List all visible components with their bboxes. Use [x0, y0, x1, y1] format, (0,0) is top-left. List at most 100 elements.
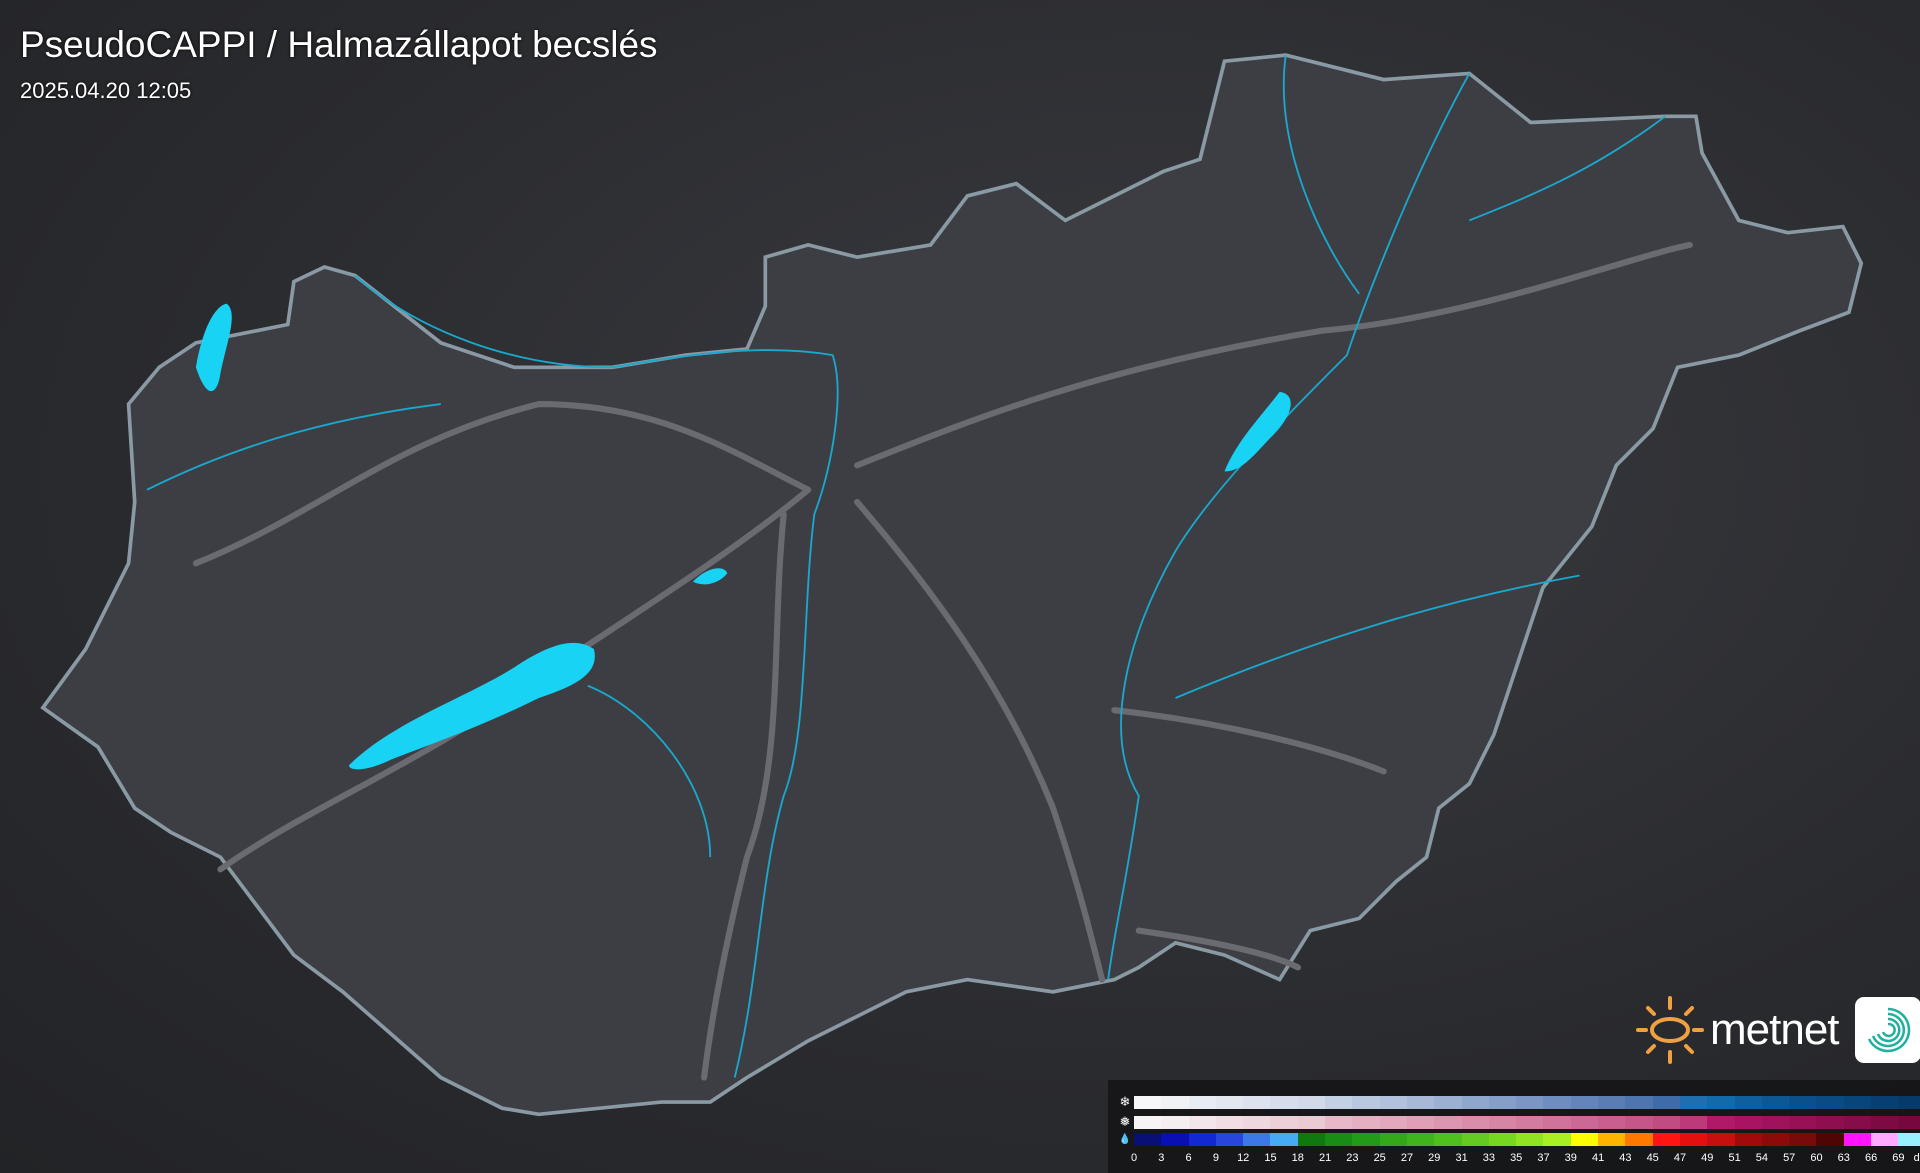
rain-swatch	[1161, 1133, 1189, 1146]
metnet-logo[interactable]: metnet	[1636, 996, 1920, 1064]
snow-swatch	[1679, 1095, 1708, 1109]
snow-swatch	[1570, 1095, 1599, 1109]
snow-swatch	[1325, 1095, 1353, 1109]
rain-swatch	[1570, 1133, 1599, 1146]
danube-river	[354, 274, 839, 1078]
rain-swatch	[1652, 1133, 1680, 1146]
rain-swatch	[1134, 1133, 1162, 1146]
lakes	[195, 303, 1291, 770]
mixed-swatch	[1898, 1115, 1920, 1129]
snow-swatch	[1461, 1095, 1489, 1109]
rain-swatch	[1707, 1133, 1735, 1146]
snowflake-icon: ❄	[1119, 1094, 1131, 1109]
rain-swatch	[1188, 1133, 1216, 1146]
legend-tick-label: 15	[1264, 1152, 1277, 1164]
legend-row-snow: ❄	[1118, 1094, 1920, 1110]
mixed-swatch	[1297, 1115, 1326, 1129]
rain-swatch	[1243, 1133, 1271, 1146]
legend-tick-label: 54	[1755, 1152, 1769, 1164]
legend-row-mixed: ❅	[1118, 1114, 1920, 1130]
legend-tick-label: 9	[1212, 1152, 1219, 1164]
rain-swatch	[1871, 1133, 1899, 1146]
mixed-swatch	[1816, 1115, 1844, 1129]
mixed-swatch	[1270, 1115, 1298, 1129]
snow-swatch	[1434, 1095, 1462, 1109]
mixed-swatch	[1843, 1115, 1872, 1129]
snow-swatch	[1761, 1095, 1790, 1109]
lake-balaton	[348, 642, 595, 770]
country-outline	[40, 53, 1864, 1117]
legend-tick-label: 69	[1892, 1152, 1905, 1164]
rain-swatch	[1516, 1133, 1544, 1146]
legend-tick-label: 63	[1837, 1152, 1850, 1164]
mixed-swatch	[1379, 1115, 1407, 1129]
mixed-swatch	[1434, 1115, 1462, 1129]
legend-tick-label: 57	[1783, 1152, 1796, 1164]
legend-tick-label: 23	[1346, 1152, 1359, 1164]
raindrop-icon: 💧	[1118, 1134, 1132, 1145]
snow-swatch	[1134, 1095, 1162, 1109]
mixed-swatch	[1406, 1115, 1435, 1129]
legend-tick-label: 43	[1619, 1152, 1632, 1164]
rain-swatch	[1898, 1133, 1920, 1146]
mixed-swatch	[1707, 1115, 1735, 1129]
snow-swatch	[1297, 1095, 1326, 1109]
mixed-swatch	[1761, 1115, 1790, 1129]
sun-logo-icon	[1636, 996, 1704, 1064]
rain-swatch	[1789, 1133, 1817, 1146]
rain-swatch	[1679, 1133, 1708, 1146]
snow-swatch	[1816, 1095, 1844, 1109]
rain-swatch	[1461, 1133, 1489, 1146]
legend-tick-label: 21	[1318, 1152, 1332, 1164]
rain-swatch	[1215, 1133, 1244, 1146]
snow-swatch	[1215, 1095, 1244, 1109]
rain-swatch	[1352, 1133, 1380, 1146]
mixed-swatch	[1243, 1115, 1271, 1129]
mixed-swatch	[1598, 1115, 1626, 1129]
snow-swatch	[1871, 1095, 1899, 1109]
snow-swatch	[1488, 1095, 1517, 1109]
rain-swatch	[1598, 1133, 1626, 1146]
legend-tick-label: 45	[1646, 1152, 1659, 1164]
mixed-swatch	[1652, 1115, 1680, 1129]
legend-tick-label: 60	[1810, 1152, 1823, 1164]
snow-swatch	[1243, 1095, 1271, 1109]
mixed-swatch	[1871, 1115, 1899, 1129]
rain-swatch	[1734, 1133, 1762, 1146]
legend-tick-label: 27	[1400, 1152, 1414, 1164]
snow-swatch	[1734, 1095, 1762, 1109]
legend-tick-label: 47	[1673, 1152, 1687, 1164]
snow-swatch	[1898, 1095, 1920, 1109]
snow-swatch	[1188, 1095, 1216, 1109]
mixed-swatch	[1625, 1115, 1653, 1129]
snow-swatch	[1352, 1095, 1380, 1109]
rain-swatch	[1434, 1133, 1462, 1146]
rain-swatch	[1625, 1133, 1653, 1146]
legend-tick-label: 12	[1237, 1152, 1250, 1164]
snow-swatch	[1543, 1095, 1571, 1109]
mixed-swatch	[1789, 1115, 1817, 1129]
legend-tick-label: 41	[1591, 1152, 1605, 1164]
mixed-swatch	[1516, 1115, 1544, 1129]
snow-swatch	[1270, 1095, 1298, 1109]
snow-swatch	[1625, 1095, 1653, 1109]
mixed-swatch	[1679, 1115, 1708, 1129]
lake-velence	[693, 568, 728, 585]
spiral-icon	[1867, 1007, 1910, 1053]
snow-swatch	[1406, 1095, 1435, 1109]
rain-swatch	[1297, 1133, 1326, 1146]
legend-tick-label: 51	[1728, 1152, 1741, 1164]
legend-unit: dBZ	[1913, 1152, 1920, 1164]
legend-tick-label: 35	[1510, 1152, 1523, 1164]
mixed-swatch	[1161, 1115, 1189, 1129]
legend-tick-label: 33	[1482, 1152, 1496, 1164]
mixed-swatch	[1215, 1115, 1244, 1129]
rain-swatch	[1816, 1133, 1844, 1146]
mixed-swatch	[1734, 1115, 1762, 1129]
sleet-icon: ❅	[1119, 1114, 1131, 1129]
rain-swatch	[1761, 1133, 1790, 1146]
rain-swatch	[1406, 1133, 1435, 1146]
legend-tick-label: 29	[1428, 1152, 1441, 1164]
snow-swatch	[1598, 1095, 1626, 1109]
